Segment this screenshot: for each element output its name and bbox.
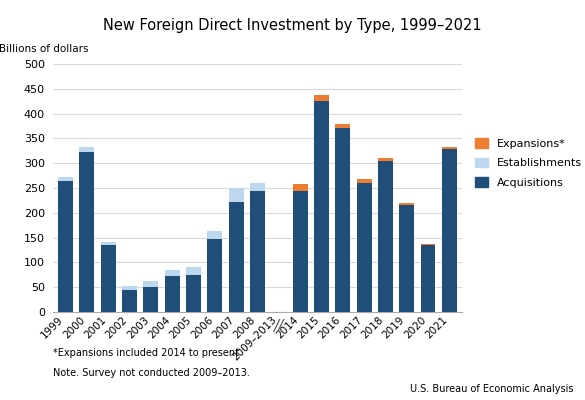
Bar: [357, 182, 371, 312]
Text: Note. Survey not conducted 2009–2013.: Note. Survey not conducted 2009–2013.: [53, 368, 250, 378]
Bar: [229, 202, 243, 312]
Bar: [314, 95, 329, 101]
Bar: [58, 180, 73, 312]
Bar: [399, 205, 414, 312]
Bar: [314, 101, 329, 312]
Bar: [101, 242, 116, 244]
Bar: [421, 245, 435, 312]
Text: U.S. Bureau of Economic Analysis: U.S. Bureau of Economic Analysis: [410, 384, 573, 394]
Bar: [250, 183, 265, 191]
Bar: [80, 147, 94, 152]
Bar: [229, 188, 243, 202]
Text: New Foreign Direct Investment by Type, 1999–2021: New Foreign Direct Investment by Type, 1…: [103, 18, 482, 33]
Bar: [186, 275, 201, 312]
Bar: [250, 191, 265, 312]
Bar: [442, 149, 457, 312]
Bar: [335, 128, 350, 312]
Bar: [421, 244, 435, 245]
Bar: [292, 184, 308, 192]
Bar: [164, 276, 180, 312]
Bar: [122, 286, 137, 290]
Bar: [399, 203, 414, 205]
Text: *Expansions included 2014 to present: *Expansions included 2014 to present: [53, 348, 239, 358]
Text: //: //: [274, 319, 284, 334]
Text: Billions of dollars: Billions of dollars: [0, 44, 89, 54]
Bar: [335, 124, 350, 128]
Bar: [80, 152, 94, 312]
Bar: [207, 238, 222, 312]
Bar: [442, 147, 457, 149]
Bar: [357, 178, 371, 182]
Bar: [292, 192, 308, 312]
Legend: Expansions*, Establishments, Acquisitions: Expansions*, Establishments, Acquisition…: [470, 134, 585, 192]
Bar: [122, 290, 137, 312]
Bar: [101, 244, 116, 312]
Bar: [143, 281, 158, 287]
Bar: [378, 161, 393, 312]
Bar: [378, 158, 393, 161]
Bar: [186, 267, 201, 275]
Bar: [143, 287, 158, 312]
Bar: [58, 177, 73, 180]
Bar: [207, 231, 222, 238]
Bar: [164, 270, 180, 276]
